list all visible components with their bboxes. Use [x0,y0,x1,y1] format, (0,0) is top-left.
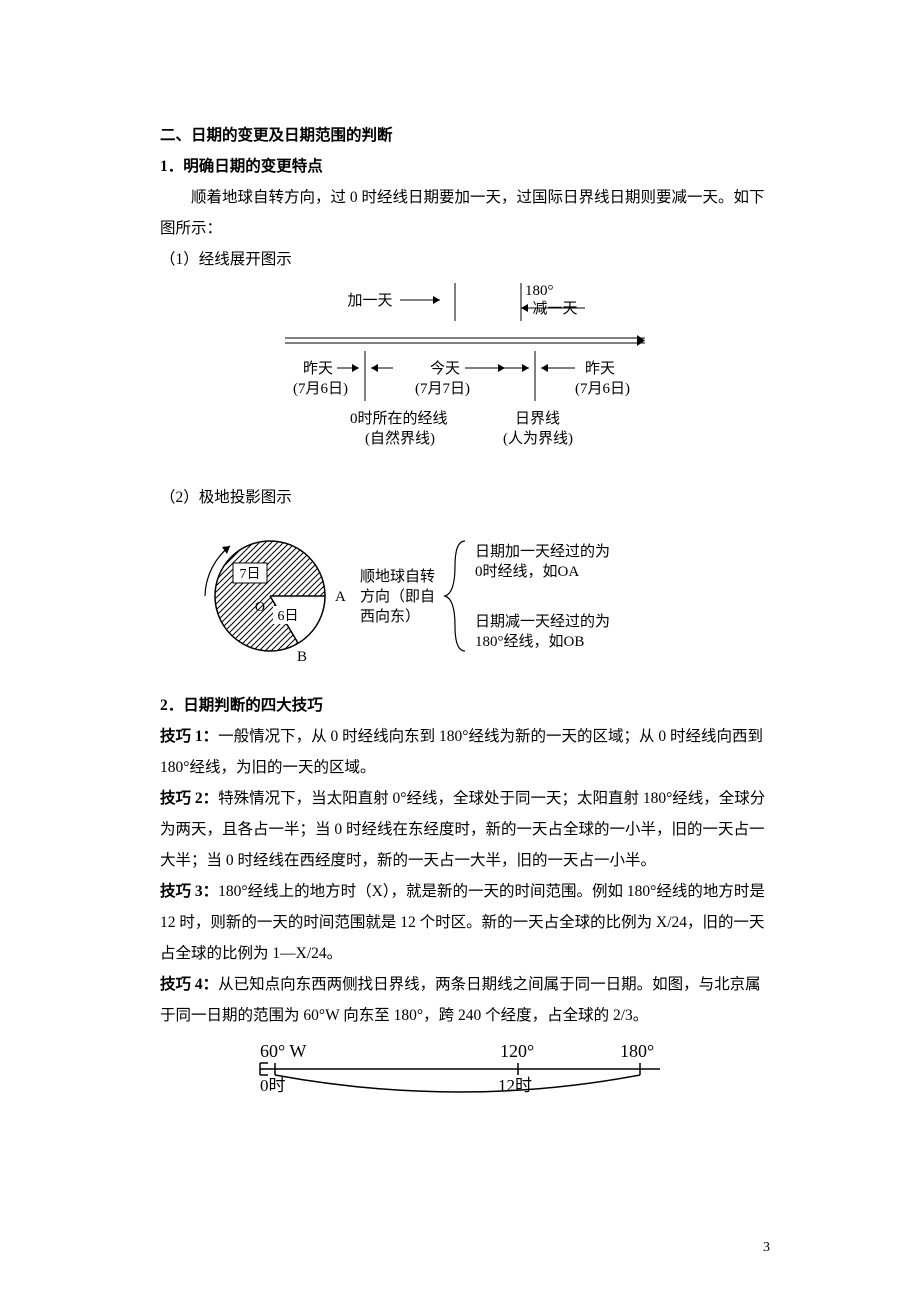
fig1-left-b: (7月6日) [293,381,348,397]
fig1-top-left: 加一天 [347,292,392,309]
fig1-right-a: 昨天 [585,360,615,377]
fig2-7day: 7日 [240,567,261,582]
fig3-r-top: 180° [620,1041,654,1061]
fig2-6day: 6日 [278,609,299,624]
tip-3: 技巧 3：180°经线上的地方时（X），就是新的一天的时间范围。例如 180°经… [160,876,770,969]
fig3-m-top: 120° [500,1041,534,1061]
fig1-mid-a: 今天 [430,360,460,377]
fig2-O: O [255,600,265,615]
tip-2-label: 技巧 2： [160,790,218,807]
fig1-top-180: 180° [525,283,554,299]
subheading-1: 1．明确日期的变更特点 [160,151,770,182]
tip-2: 技巧 2：特殊情况下，当太阳直射 0°经线，全球处于同一天；太阳直射 180°经… [160,783,770,876]
fig1-right-b: (7月6日) [575,381,630,397]
tip-4-text: 从已知点向东西两侧找日界线，两条日期线之间属于同一日期。如图，与北京属于同一日期… [160,976,761,1024]
figure-line-svg: 60° W 120° 180° 0时 12时 [220,1039,720,1099]
page-number: 3 [763,1234,770,1262]
subcaption-1: （1）经线展开图示 [160,244,770,275]
tip-1: 技巧 1：一般情况下，从 0 时经线向东到 180°经线为新的一天的区域；从 0… [160,721,770,783]
fig2-rtop-a: 日期加一天经过的为 [475,543,610,560]
tip-1-text: 一般情况下，从 0 时经线向东到 180°经线为新的一天的区域；从 0 时经线向… [160,728,763,776]
tip-1-label: 技巧 1： [160,728,218,745]
tip-2-text: 特殊情况下，当太阳直射 0°经线，全球处于同一天；太阳直射 180°经线，全球分… [160,790,765,869]
subcaption-2: （2）极地投影图示 [160,482,770,513]
paragraph-intro: 顺着地球自转方向，过 0 时经线日期要加一天，过国际日界线日期则要减一天。如下图… [160,182,770,244]
figure-number-line: 60° W 120° 180° 0时 12时 [160,1039,770,1110]
fig1-cap-right-a: 日界线 [515,410,560,427]
fig3-l-top: 60° W [260,1041,306,1061]
figure-polar-svg: 7日 O 6日 A B 顺地球自转 方向（即自 西向东） 日期加一天经过的为 0… [185,521,745,671]
figure-meridian-svg: 加一天 180° 减一天 昨天 (7月6日) 今天 [245,283,685,463]
fig1-left-a: 昨天 [303,360,333,377]
tip-4: 技巧 4：从已知点向东西两侧找日界线，两条日期线之间属于同一日期。如图，与北京属… [160,969,770,1031]
fig3-m-bot: 12时 [498,1076,532,1095]
tip-4-label: 技巧 4： [160,976,218,993]
fig2-rbot-b: 180°经线，如OB [475,633,584,650]
tip-3-text: 180°经线上的地方时（X），就是新的一天的时间范围。例如 180°经线的地方时… [160,883,765,962]
fig2-rbot-a: 日期减一天经过的为 [475,613,610,630]
fig2-A: A [335,589,346,605]
document-page: 二、日期的变更及日期范围的判断 1．明确日期的变更特点 顺着地球自转方向，过 0… [0,0,920,1302]
fig2-B: B [297,649,307,665]
fig2-txt-a: 顺地球自转 [360,568,435,585]
fig1-mid-b: (7月7日) [415,381,470,397]
fig1-cap-left-b: (自然界线) [365,430,435,447]
fig2-txt-c: 西向东） [360,608,420,625]
section-heading: 二、日期的变更及日期范围的判断 [160,120,770,151]
fig1-cap-left-a: 0时所在的经线 [350,410,448,427]
fig2-txt-b: 方向（即自 [360,588,435,605]
figure-polar-projection: 7日 O 6日 A B 顺地球自转 方向（即自 西向东） 日期加一天经过的为 0… [160,521,770,682]
fig1-cap-right-b: (人为界线) [503,430,573,447]
fig3-l-bot: 0时 [260,1076,286,1095]
subheading-2: 2．日期判断的四大技巧 [160,690,770,721]
tip-3-label: 技巧 3： [160,883,218,900]
fig2-rtop-b: 0时经线，如OA [475,563,579,580]
figure-meridian-unfold: 加一天 180° 减一天 昨天 (7月6日) 今天 [160,283,770,474]
